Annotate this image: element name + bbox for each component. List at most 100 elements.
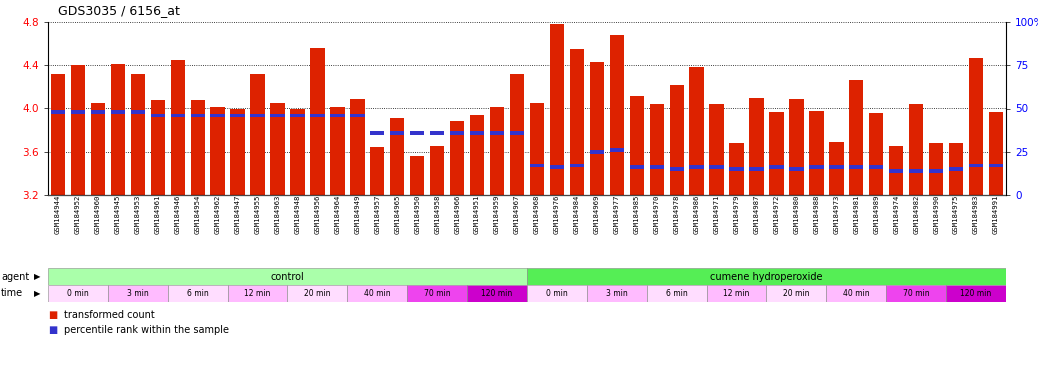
Bar [211, 108, 225, 195]
Bar [550, 166, 564, 169]
Text: GSM184953: GSM184953 [135, 195, 141, 234]
Bar [168, 285, 227, 302]
Bar [829, 166, 844, 169]
Bar [71, 110, 85, 114]
Text: GSM184950: GSM184950 [414, 195, 420, 234]
Bar [151, 114, 165, 118]
Bar [51, 74, 65, 195]
Text: GSM184959: GSM184959 [494, 195, 500, 234]
Bar [529, 103, 544, 195]
Text: GSM184952: GSM184952 [75, 195, 81, 234]
Bar [909, 169, 924, 173]
Bar [151, 100, 165, 195]
Bar [929, 143, 944, 195]
Bar [929, 169, 944, 173]
Text: GSM184973: GSM184973 [834, 195, 840, 234]
Text: 3 min: 3 min [127, 289, 148, 298]
Text: GSM184969: GSM184969 [594, 195, 600, 234]
Bar [390, 118, 405, 195]
Bar [490, 108, 504, 195]
Bar [430, 131, 444, 135]
Text: GSM184984: GSM184984 [574, 195, 580, 234]
Bar [869, 113, 883, 195]
Bar [407, 285, 467, 302]
Bar [288, 285, 348, 302]
Bar [291, 114, 305, 118]
Bar [749, 167, 764, 171]
Bar [886, 285, 946, 302]
Text: GSM184956: GSM184956 [315, 195, 321, 234]
Bar [90, 110, 105, 114]
Text: GSM184965: GSM184965 [394, 195, 401, 234]
Text: 12 min: 12 min [723, 289, 749, 298]
Bar [968, 164, 983, 167]
Text: 3 min: 3 min [606, 289, 628, 298]
Bar [51, 110, 65, 114]
Bar [889, 169, 903, 173]
Bar [111, 110, 125, 114]
Bar [949, 143, 963, 195]
Bar [291, 109, 305, 195]
Text: 0 min: 0 min [67, 289, 89, 298]
Bar [709, 104, 723, 195]
Text: GSM184951: GSM184951 [474, 195, 481, 234]
Bar [730, 167, 744, 171]
Bar [170, 60, 185, 195]
Text: 6 min: 6 min [665, 289, 687, 298]
Bar [371, 131, 384, 135]
Text: GSM184981: GSM184981 [853, 195, 859, 234]
Bar [131, 74, 145, 195]
Bar [609, 35, 624, 195]
Text: 20 min: 20 min [304, 289, 331, 298]
Text: 6 min: 6 min [187, 289, 209, 298]
Text: GSM184979: GSM184979 [734, 195, 739, 234]
Bar [689, 68, 704, 195]
Bar [650, 166, 664, 169]
Bar [350, 114, 364, 118]
Bar [826, 285, 886, 302]
Bar [48, 268, 527, 285]
Bar [570, 49, 584, 195]
Text: GSM184945: GSM184945 [115, 195, 120, 234]
Bar [390, 131, 405, 135]
Bar [250, 74, 265, 195]
Bar [449, 121, 464, 195]
Text: time: time [1, 288, 23, 298]
Text: GSM184946: GSM184946 [174, 195, 181, 234]
Bar [410, 131, 425, 135]
Bar [749, 98, 764, 195]
Bar [946, 285, 1006, 302]
Text: GSM184957: GSM184957 [375, 195, 380, 234]
Bar [348, 285, 407, 302]
Bar [670, 85, 684, 195]
Bar [310, 48, 325, 195]
Bar [350, 99, 364, 195]
Bar [270, 114, 284, 118]
Text: GSM184985: GSM184985 [634, 195, 639, 234]
Text: GSM184966: GSM184966 [455, 195, 460, 234]
Text: 0 min: 0 min [546, 289, 568, 298]
Text: GSM184987: GSM184987 [754, 195, 760, 234]
Bar [90, 103, 105, 195]
Text: GSM184976: GSM184976 [554, 195, 559, 234]
Bar [108, 285, 168, 302]
Bar [707, 285, 766, 302]
Bar [111, 64, 125, 195]
Text: GSM184949: GSM184949 [354, 195, 360, 234]
Text: cumene hydroperoxide: cumene hydroperoxide [710, 271, 823, 281]
Text: transformed count: transformed count [63, 310, 155, 320]
Bar [131, 110, 145, 114]
Bar [430, 146, 444, 195]
Bar [230, 114, 245, 118]
Bar [849, 80, 864, 195]
Text: GSM184980: GSM184980 [793, 195, 799, 234]
Bar [789, 167, 803, 171]
Text: control: control [271, 271, 304, 281]
Bar [410, 156, 425, 195]
Bar [968, 58, 983, 195]
Bar [470, 115, 485, 195]
Text: GSM184962: GSM184962 [215, 195, 221, 234]
Bar [789, 99, 803, 195]
Bar [170, 114, 185, 118]
Bar [330, 114, 345, 118]
